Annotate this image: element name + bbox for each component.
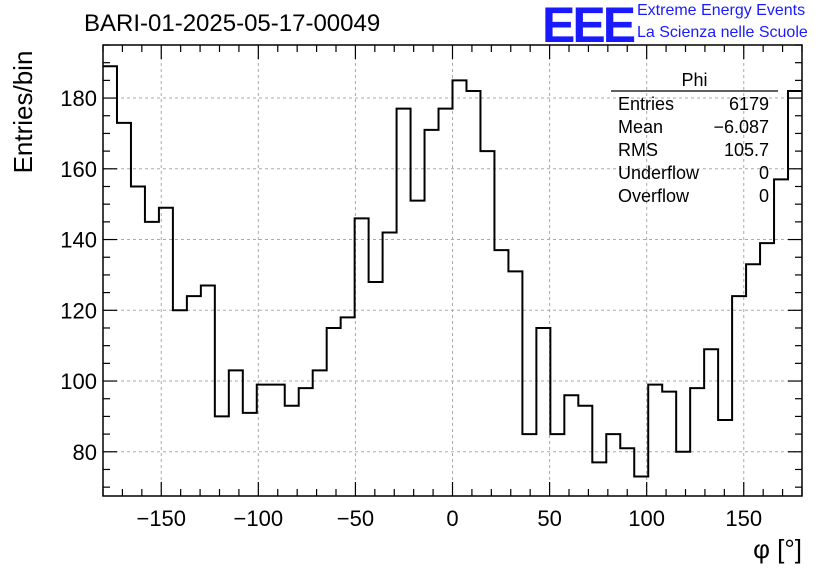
grid bbox=[103, 45, 802, 496]
stats-box: Phi Entries 6179 Mean −6.087 RMS 105.7 Underflo… bbox=[611, 70, 778, 206]
stats-title: Phi bbox=[681, 70, 707, 90]
x-tick-label: −150 bbox=[136, 506, 186, 531]
eee-logo: EEE bbox=[542, 0, 636, 53]
y-axis-title: Entries/bin bbox=[8, 51, 38, 174]
x-tick-label: 0 bbox=[446, 506, 458, 531]
stats-label: RMS bbox=[618, 140, 658, 160]
x-tick-label: 50 bbox=[537, 506, 561, 531]
stats-label: Underflow bbox=[618, 163, 700, 183]
y-tick-label: 140 bbox=[60, 228, 97, 253]
stats-label: Overflow bbox=[618, 186, 690, 206]
y-tick-label: 100 bbox=[60, 369, 97, 394]
chart-title: BARI-01-2025-05-17-00049 bbox=[84, 10, 381, 37]
histogram-series bbox=[103, 65, 802, 478]
y-tick-label: 160 bbox=[60, 157, 97, 182]
histogram-line bbox=[103, 65, 802, 478]
x-tick-label: 100 bbox=[628, 506, 665, 531]
stats-label: Entries bbox=[618, 94, 674, 114]
x-tick-label: 150 bbox=[725, 506, 762, 531]
y-tick-label: 120 bbox=[60, 298, 97, 323]
tick-labels: −150 −100 −50 0 50 100 150 80 100 120 140 160 180 bbox=[60, 86, 762, 531]
stats-value: 0 bbox=[759, 186, 769, 206]
stats-label: Mean bbox=[618, 117, 663, 137]
axis-ticks bbox=[102, 44, 803, 496]
stats-value: 0 bbox=[759, 163, 769, 183]
x-tick-label: −100 bbox=[234, 506, 284, 531]
y-tick-label: 80 bbox=[73, 440, 97, 465]
stats-value: 105.7 bbox=[724, 140, 769, 160]
stats-value: −6.087 bbox=[713, 117, 769, 137]
logo-line-2: La Scienza nelle Scuole bbox=[637, 24, 808, 41]
stats-value: 6179 bbox=[729, 94, 769, 114]
logo-line-1: Extreme Energy Events bbox=[637, 2, 806, 19]
x-axis-title: φ [°] bbox=[753, 534, 802, 564]
x-tick-label: −50 bbox=[337, 506, 374, 531]
y-tick-label: 180 bbox=[60, 86, 97, 111]
